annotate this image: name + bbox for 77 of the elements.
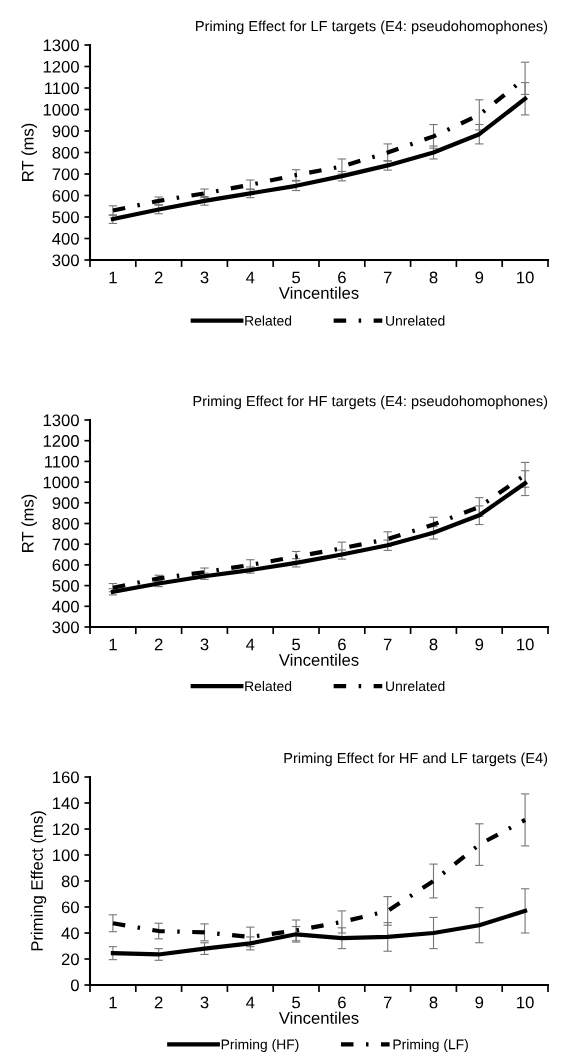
x-axis-title: Vincentiles	[278, 286, 359, 299]
chart-title: Priming Effect for LF targets (E4: pseudohomophones)	[196, 20, 548, 35]
y-tick-label: 140	[53, 797, 79, 810]
y-axis-title: RT (ms)	[21, 123, 37, 181]
y-tick-label: 900	[52, 125, 79, 138]
x-tick-label: 9	[475, 638, 484, 651]
x-tick-label: 7	[383, 638, 392, 651]
y-tick-label: 300	[52, 254, 79, 267]
y-tick-label: 700	[52, 168, 79, 181]
y-tick-label: 40	[61, 927, 79, 940]
x-tick-label: 5	[292, 271, 301, 284]
y-tick-label: 500	[52, 580, 79, 592]
x-tick-label: 10	[517, 638, 534, 651]
y-tick-label: 600	[52, 189, 79, 202]
y-tick-label: 800	[52, 517, 79, 530]
x-tick-label: 9	[475, 271, 484, 284]
x-tick-label: 3	[200, 638, 209, 651]
y-tick-label: 1300	[43, 39, 79, 52]
x-tick-label: 2	[154, 996, 163, 1009]
legend-label: Priming (HF)	[221, 1039, 299, 1053]
line-series	[110, 96, 528, 222]
y-axis-title: RT (ms)	[21, 494, 37, 552]
legend-label: Related	[245, 315, 292, 326]
x-tick-label: 6	[338, 638, 346, 651]
x-tick-label: 2	[154, 271, 163, 284]
y-tick-label: 900	[52, 497, 79, 509]
x-tick-label: 10	[517, 271, 534, 284]
y-tick-label: 300	[52, 621, 79, 634]
x-tick-label: 3	[200, 271, 209, 284]
y-tick-label: 160	[53, 771, 79, 784]
x-tick-label: 10	[517, 996, 534, 1009]
x-tick-label: 4	[246, 996, 255, 1009]
x-tick-label: 1	[109, 638, 117, 651]
y-tick-label: 1000	[43, 476, 79, 489]
legend-label: Related	[245, 680, 292, 692]
legend-label: Priming (LF)	[393, 1039, 468, 1053]
chart-title: Priming Effect for HF targets (E4: pseudohomophones)	[193, 395, 548, 410]
y-tick-label: 600	[52, 559, 79, 572]
x-tick-label: 3	[200, 996, 209, 1009]
x-tick-label: 4	[246, 638, 255, 651]
y-tick-label: 80	[61, 875, 79, 888]
y-tick-label: 1300	[43, 414, 79, 427]
legend-label: Unrelated	[386, 680, 445, 692]
y-tick-label: 500	[52, 211, 79, 224]
y-tick-label: 400	[52, 600, 79, 613]
y-tick-label: 100	[53, 849, 79, 862]
y-tick-label: 700	[52, 538, 79, 551]
x-tick-label: 4	[246, 271, 255, 284]
x-axis-title: Vincentiles	[278, 653, 359, 666]
y-tick-label: 0	[70, 979, 79, 992]
x-tick-label: 8	[429, 996, 438, 1009]
y-tick-label: 1200	[43, 60, 79, 73]
chart-title: Priming Effect for HF and LF targets (E4)	[284, 752, 548, 767]
x-axis-title: Vincentiles	[278, 1011, 359, 1024]
y-tick-label: 1000	[43, 103, 79, 116]
x-tick-label: 1	[109, 996, 117, 1009]
y-tick-label: 800	[52, 146, 79, 159]
y-tick-label: 1100	[45, 82, 79, 95]
y-tick-label: 120	[53, 823, 79, 836]
x-tick-label: 5	[292, 638, 301, 651]
x-tick-label: 9	[475, 996, 484, 1009]
x-tick-label: 5	[292, 996, 301, 1009]
x-tick-label: 6	[338, 271, 346, 284]
x-tick-label: 1	[109, 271, 117, 284]
y-tick-label: 400	[52, 232, 79, 245]
x-tick-label: 2	[154, 638, 163, 651]
legend-label: Unrelated	[386, 315, 445, 326]
x-tick-label: 6	[338, 996, 346, 1009]
y-tick-label: 60	[61, 901, 79, 914]
y-tick-label: 20	[61, 953, 79, 966]
x-tick-label: 8	[429, 638, 438, 651]
x-tick-label: 7	[383, 996, 392, 1009]
y-tick-label: 1100	[45, 455, 79, 468]
y-tick-label: 1200	[43, 435, 79, 447]
x-tick-label: 8	[429, 271, 438, 284]
y-axis-title: Priming Effect (ms)	[30, 811, 47, 951]
x-tick-label: 7	[383, 271, 392, 284]
